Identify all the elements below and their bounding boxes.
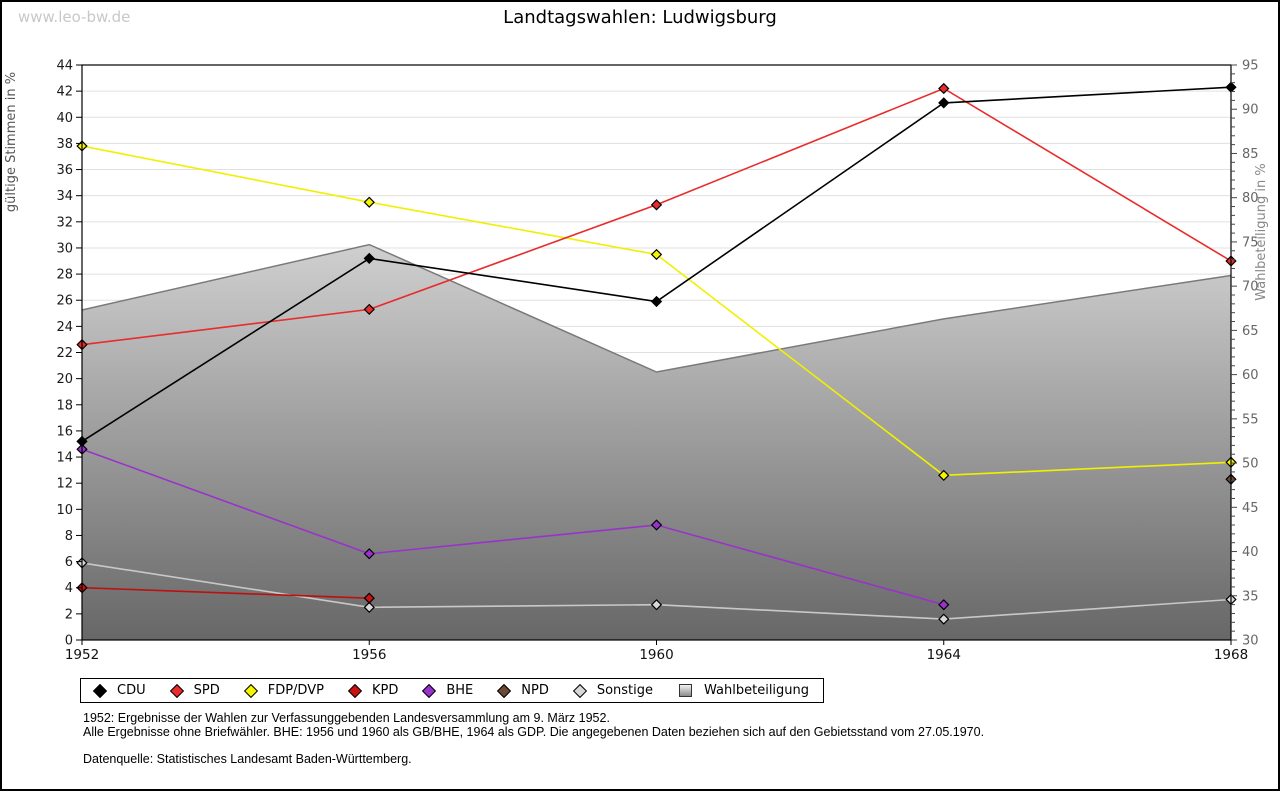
svg-text:38: 38	[56, 137, 73, 152]
svg-text:16: 16	[56, 424, 73, 439]
legend-item-sonstige: Sonstige	[572, 683, 654, 698]
data-source: Datenquelle: Statistisches Landesamt Bad…	[83, 752, 412, 766]
watermark: www.leo-bw.de	[18, 8, 131, 26]
svg-text:75: 75	[1242, 235, 1259, 250]
svg-text:0: 0	[65, 634, 73, 649]
svg-text:1956: 1956	[352, 647, 386, 663]
svg-text:Wahlbeteiligung in %: Wahlbeteiligung in %	[1254, 163, 1269, 300]
legend-item-fdp-dvp: FDP/DVP	[243, 683, 324, 698]
legend-area-swatch-icon	[679, 684, 693, 697]
legend-label: NPD	[521, 683, 549, 698]
svg-text:70: 70	[1242, 280, 1259, 295]
legend-item-bhe: BHE	[422, 683, 474, 698]
svg-text:30: 30	[1242, 634, 1259, 649]
svg-text:10: 10	[56, 503, 73, 518]
axis-left-title: gültige Stimmen in %	[4, 72, 19, 212]
svg-text:90: 90	[1242, 103, 1259, 118]
svg-text:14: 14	[56, 451, 73, 466]
series-fdp-dvp	[76, 140, 1237, 481]
legend-diamond-icon	[347, 683, 363, 698]
svg-text:55: 55	[1242, 412, 1259, 427]
legend-diamond-icon	[422, 683, 437, 698]
svg-text:80: 80	[1242, 191, 1259, 206]
legend-item-wahlbeteiligung: Wahlbeteiligung	[679, 683, 809, 698]
svg-text:6: 6	[65, 555, 73, 570]
legend-item-kpd: KPD	[347, 683, 399, 698]
svg-text:12: 12	[56, 477, 73, 492]
series-kpd	[76, 582, 375, 604]
legend-diamond-icon	[92, 683, 108, 698]
svg-text:1960: 1960	[639, 647, 673, 663]
svg-text:95: 95	[1242, 59, 1259, 74]
svg-text:44: 44	[56, 59, 73, 74]
svg-text:40: 40	[1242, 545, 1259, 560]
svg-text:1968: 1968	[1214, 647, 1248, 663]
svg-text:60: 60	[1242, 368, 1259, 383]
svg-text:30: 30	[56, 241, 73, 256]
election-chart: 0246810121416182022242628303234363840424…	[4, 59, 1269, 664]
svg-text:40: 40	[56, 111, 73, 126]
legend-label: SPD	[193, 683, 220, 698]
footnote-line: Alle Ergebnisse ohne Briefwähler. BHE: 1…	[83, 724, 985, 739]
svg-text:36: 36	[56, 163, 73, 178]
legend-item-npd: NPD	[497, 683, 549, 698]
svg-text:1964: 1964	[927, 647, 961, 663]
legend-diamond-icon	[572, 683, 587, 698]
legend-label: FDP/DVP	[267, 683, 324, 698]
legend-label: Wahlbeteiligung	[704, 683, 810, 698]
svg-text:42: 42	[56, 85, 73, 100]
svg-text:1952: 1952	[65, 647, 99, 663]
series-cdu	[76, 81, 1237, 448]
svg-text:gültige Stimmen in %: gültige Stimmen in %	[4, 72, 19, 212]
svg-text:65: 65	[1242, 324, 1259, 339]
legend-label: KPD	[371, 683, 399, 698]
svg-text:2: 2	[65, 607, 73, 622]
axis-x: 1952 1956 1960 1964 1968	[65, 640, 1248, 663]
series-sonstige	[76, 557, 1237, 625]
page-title: Landtagswahlen: Ludwigsburg	[503, 7, 777, 28]
legend-label: CDU	[117, 683, 146, 698]
axis-right: 30 35 40 45 50 55 60 65 70 75 80 85 90 95	[1231, 59, 1259, 649]
legend-item-spd: SPD	[169, 683, 220, 698]
legend-label: Sonstige	[596, 683, 654, 698]
axis-left: 0246810121416182022242628303234363840424…	[56, 59, 82, 649]
footnote-line: 1952: Ergebnisse der Wahlen zur Verfassu…	[83, 711, 610, 725]
chart-legend: CDU SPD FDP/DVP KPD BHE NPD Sonstige Wahlbeteil…	[80, 678, 825, 703]
svg-text:4: 4	[65, 581, 73, 596]
svg-text:26: 26	[56, 294, 73, 309]
svg-text:28: 28	[56, 268, 73, 283]
svg-text:45: 45	[1242, 501, 1259, 516]
svg-text:50: 50	[1242, 457, 1259, 472]
legend-diamond-icon	[497, 683, 512, 698]
svg-text:22: 22	[56, 346, 73, 361]
legend-item-cdu: CDU	[92, 683, 146, 698]
svg-text:32: 32	[56, 215, 73, 230]
legend-diamond-icon	[169, 683, 184, 698]
svg-text:20: 20	[56, 372, 73, 387]
svg-text:18: 18	[56, 398, 73, 413]
svg-text:34: 34	[56, 189, 73, 204]
svg-text:35: 35	[1242, 589, 1259, 604]
footnotes: 1952: Ergebnisse der Wahlen zur Verfassu…	[83, 711, 985, 739]
svg-text:24: 24	[56, 320, 73, 335]
area-wahlbeteiligung	[81, 243, 1232, 640]
svg-text:85: 85	[1242, 147, 1259, 162]
legend-diamond-icon	[243, 683, 258, 698]
svg-text:8: 8	[65, 529, 73, 544]
legend-label: BHE	[446, 683, 474, 698]
axis-right-title: Wahlbeteiligung in %	[1254, 163, 1269, 300]
